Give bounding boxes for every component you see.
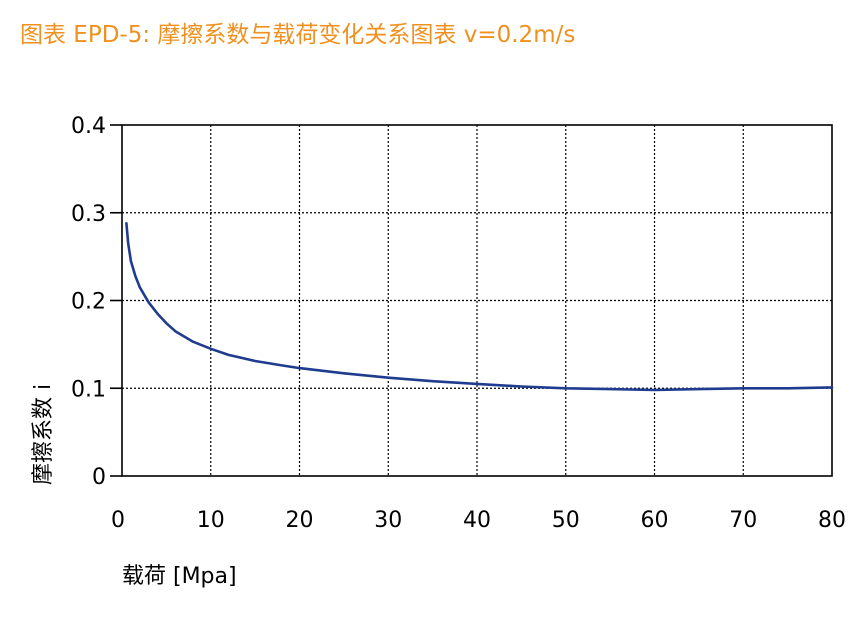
x-tick-label: 30 — [374, 508, 402, 533]
y-tick-label: 0 — [92, 465, 106, 490]
y-tick-label: 0.1 — [71, 377, 106, 402]
x-tick-label: 70 — [729, 508, 757, 533]
x-tick-label: 40 — [463, 508, 491, 533]
x-tick-label: 10 — [197, 508, 225, 533]
y-axis-label: 摩擦系数 i — [31, 384, 56, 485]
grid — [122, 125, 832, 476]
series-line — [125, 222, 834, 392]
x-tick-label: 20 — [286, 508, 314, 533]
x-tick-label: 80 — [818, 508, 846, 533]
x-axis-label: 载荷 [Mpa] — [122, 564, 237, 589]
x-tick-label: 0 — [111, 508, 125, 533]
x-tick-label: 50 — [552, 508, 580, 533]
axis-ticks: 0 10 20 30 40 50 60 70 80 0 0.1 0.2 0.3 0.4 — [71, 114, 846, 533]
y-tick-label: 0.2 — [71, 290, 106, 315]
series-layer — [125, 222, 834, 392]
y-tick-label: 0.4 — [71, 114, 106, 139]
chart-title: 图表 EPD-5: 摩擦系数与载荷变化关系图表 v=0.2m/s — [20, 22, 576, 48]
y-tick-label: 0.3 — [71, 202, 106, 227]
x-tick-label: 60 — [641, 508, 669, 533]
